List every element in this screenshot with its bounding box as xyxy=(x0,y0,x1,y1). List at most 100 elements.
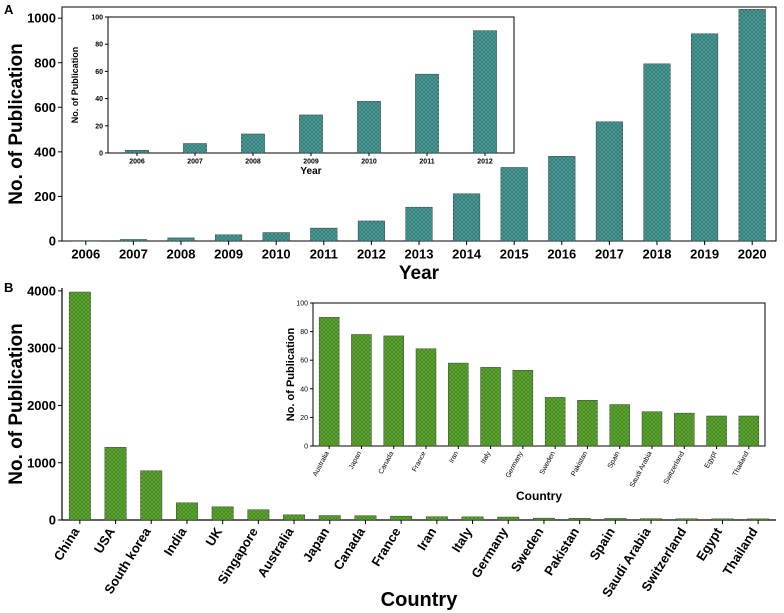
bar-thailand xyxy=(738,415,760,447)
bar-spain xyxy=(609,404,630,447)
bar-canada xyxy=(383,335,404,447)
x-tick-label: 2019 xyxy=(690,247,719,262)
y-tick-label: 60 xyxy=(95,69,103,76)
y-tick-label: 1000 xyxy=(27,455,56,470)
bar-2012 xyxy=(473,30,497,154)
x-tick-label: 2012 xyxy=(357,247,386,262)
bar-iran xyxy=(425,516,448,521)
x-tick-label: France xyxy=(368,525,403,569)
x-tick-label: Sweden xyxy=(508,525,547,575)
y-tick-label: 80 xyxy=(95,42,103,49)
x-axis-title: Year xyxy=(300,166,321,177)
plot-frame xyxy=(312,302,766,447)
x-tick-label: 2018 xyxy=(643,247,672,262)
bar-2010 xyxy=(262,232,290,242)
y-axis-title: No. of Publication xyxy=(6,43,27,205)
bar-singapore xyxy=(247,509,270,521)
bar-2014 xyxy=(453,193,481,242)
bar-italy xyxy=(461,516,484,521)
bar-switzerland xyxy=(674,412,695,447)
bar-germany xyxy=(497,516,520,521)
bar-2007 xyxy=(119,239,147,242)
y-tick-label: 600 xyxy=(34,100,56,115)
bar-spain xyxy=(604,518,627,521)
x-tick-label: Spain xyxy=(586,525,618,563)
bar-thailand xyxy=(747,518,770,521)
bar-2012 xyxy=(357,220,385,242)
x-axis-title: Country xyxy=(516,489,562,503)
y-tick-label: 20 xyxy=(300,415,308,422)
bar-2006 xyxy=(125,150,149,154)
x-tick-label: 2016 xyxy=(547,247,576,262)
x-tick-label: 2006 xyxy=(71,247,100,262)
y-tick-label: 0 xyxy=(49,234,56,249)
x-tick-label: Iran xyxy=(414,525,439,553)
y-tick-label: 100 xyxy=(91,14,103,21)
x-tick-label: 2007 xyxy=(187,158,203,165)
x-tick-label: 2008 xyxy=(167,247,196,262)
y-tick-label: 20 xyxy=(95,123,103,130)
panel-a-label: A xyxy=(4,2,14,17)
bar-2018 xyxy=(643,63,671,242)
x-tick-label: Pakistan xyxy=(541,525,582,578)
bar-sweden xyxy=(544,397,566,447)
x-tick-label: 2020 xyxy=(738,247,767,262)
y-tick-label: 3000 xyxy=(27,341,56,356)
x-tick-label: USA xyxy=(91,524,119,556)
x-axis-title: Year xyxy=(399,263,440,284)
bar-2013 xyxy=(405,206,433,242)
bar-india xyxy=(176,502,198,521)
x-tick-label: 2008 xyxy=(245,158,261,165)
bar-saudi-arabia xyxy=(640,518,662,521)
bar-switzerland xyxy=(675,518,698,521)
bar-australia xyxy=(283,514,305,521)
x-tick-label: 2010 xyxy=(361,158,377,165)
x-tick-label: 2014 xyxy=(452,247,482,262)
y-tick-label: 2000 xyxy=(27,398,56,413)
bar-2008 xyxy=(167,237,195,242)
bar-iran xyxy=(448,362,469,447)
x-tick-label: Italy xyxy=(449,524,476,555)
x-tick-label: 2012 xyxy=(477,158,493,165)
x-tick-label: Thailand xyxy=(720,525,761,578)
bar-usa xyxy=(104,447,127,521)
bar-uk xyxy=(211,506,234,521)
x-tick-label: 2011 xyxy=(419,158,434,165)
x-tick-label: Egypt xyxy=(693,524,725,563)
y-tick-label: 40 xyxy=(95,96,103,103)
x-axis-title: Country xyxy=(381,589,459,611)
y-tick-label: 0 xyxy=(49,513,56,528)
bar-2007 xyxy=(183,143,207,154)
x-tick-label: 2011 xyxy=(310,247,338,262)
bar-pakistan xyxy=(577,400,598,447)
bar-2010 xyxy=(357,101,381,154)
bar-2020 xyxy=(738,9,766,242)
y-axis-title: No. of Publication xyxy=(285,327,297,421)
panel-b-label: B xyxy=(4,280,13,295)
x-tick-label: 2009 xyxy=(303,158,319,165)
chart-a-inset: 0 20 40 60 80 100 2006 2007 2008 2009 2010 2011 2012… xyxy=(70,14,515,177)
bar-sweden xyxy=(533,517,555,521)
bar-saudi-arabia xyxy=(641,411,663,447)
y-tick-label: 4000 xyxy=(27,283,56,298)
bar-2011 xyxy=(415,73,439,154)
bar-egypt xyxy=(711,518,734,521)
y-tick-label: 40 xyxy=(300,386,308,393)
bar-2017 xyxy=(595,121,623,242)
x-tick-label: Iran xyxy=(448,450,460,464)
bar-2008 xyxy=(241,133,265,154)
y-tick-label: 0 xyxy=(304,443,308,450)
x-tick-label: China xyxy=(51,524,83,563)
bar-china xyxy=(68,291,91,521)
bar-canada xyxy=(354,515,377,521)
x-tick-label: UK xyxy=(203,524,226,548)
y-tick-label: 60 xyxy=(300,358,308,365)
x-tick-label: 2009 xyxy=(214,247,243,262)
x-tick-label: Japan xyxy=(300,525,333,565)
x-tick-label: Australia xyxy=(254,524,297,580)
bar-france xyxy=(390,515,413,521)
bar-2009 xyxy=(299,114,323,154)
x-tick-label: 2010 xyxy=(262,247,291,262)
x-tick-label: 2007 xyxy=(119,247,148,262)
